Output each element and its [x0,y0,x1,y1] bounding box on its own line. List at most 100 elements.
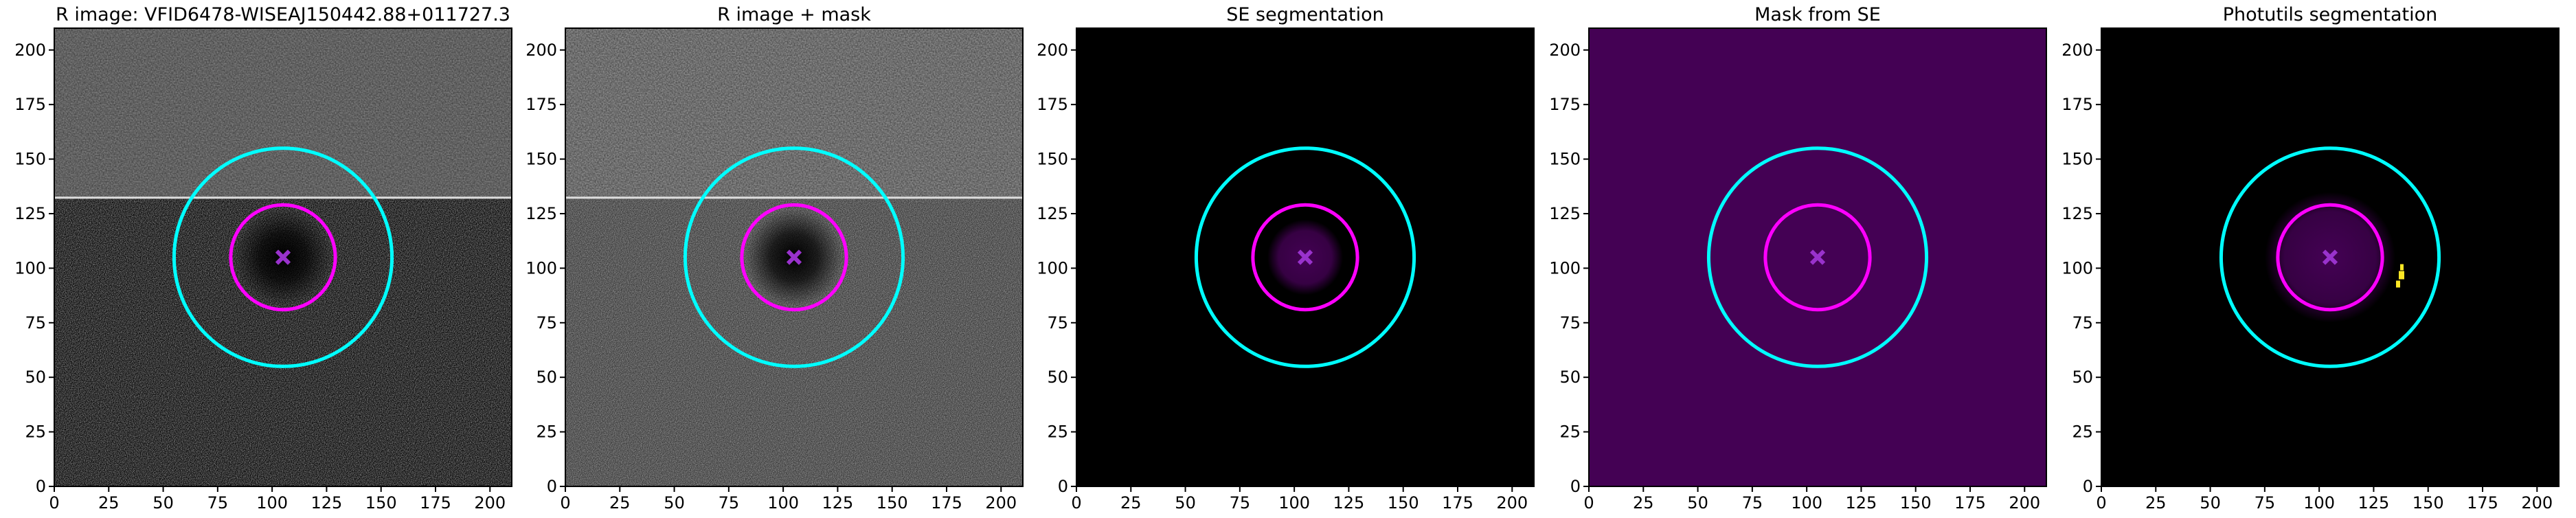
x-tick-label: 200 [985,493,1017,513]
y-tick-label: 175 [1037,95,1068,114]
panel: 0 25 50 75 100 125 150 175 200 0 25 50 75 100 125 150 17… [526,4,1024,513]
x-tick-label: 50 [1687,493,1708,513]
x-tick-label: 125 [1846,493,1877,513]
center-marker [275,249,291,265]
x-tick-label: 175 [420,493,451,513]
x-tick-label: 100 [767,493,799,513]
x-tick-label: 125 [2358,493,2390,513]
center-marker [1297,249,1313,265]
x-tick-label: 150 [2413,493,2444,513]
x-tick-label: 0 [2096,493,2106,513]
y-tick-label: 125 [14,204,46,223]
segment-spot [2396,280,2400,288]
aperture [1194,146,1416,368]
panel: 0 25 50 75 100 125 150 175 200 0 25 50 75 100 125 150 17… [14,4,512,513]
y-tick-label: 125 [2061,204,2093,223]
x-tick-label: 0 [1071,493,1081,513]
y-tick-label: 25 [2072,423,2093,442]
axes-frame [1588,27,2047,487]
y-tick-label: 100 [1549,258,1581,278]
segment-spot [2399,271,2404,280]
panel: 0 25 50 75 100 125 150 175 200 0 25 50 75 100 125 150 17… [2061,4,2560,513]
y-tick-label: 100 [14,258,46,278]
y-tick-label: 175 [14,95,46,114]
x-tick-label: 0 [1583,493,1594,513]
x-tick-label: 25 [98,493,120,513]
y-tick-label: 0 [1570,477,1581,496]
x-tick-label: 175 [1954,493,1986,513]
y-tick-label: 25 [25,423,46,442]
x-tick-label: 175 [931,493,962,513]
y-tick-label: 75 [1047,313,1068,333]
y-tick-label: 175 [526,95,557,114]
y-tick-label: 75 [2072,313,2093,333]
x-tick-label: 200 [1496,493,1528,513]
noise [54,28,512,198]
x-tick-label: 125 [311,493,343,513]
y-tick-label: 50 [1559,368,1581,387]
x-tick-label: 25 [1120,493,1142,513]
panel-title: SE segmentation [1226,4,1383,25]
x-tick-label: 200 [2521,493,2553,513]
y-tick-label: 125 [1037,204,1068,223]
x-tick-label: 25 [2145,493,2167,513]
y-tick-label: 100 [2061,258,2093,278]
x-tick-label: 75 [207,493,229,513]
y-tick-label: 50 [2072,368,2093,387]
x-tick-label: 75 [719,493,740,513]
x-tick-label: 150 [877,493,908,513]
y-tick-label: 200 [1037,41,1068,60]
x-tick-label: 25 [609,493,631,513]
y-tick-label: 200 [14,41,46,60]
x-tick-label: 100 [1791,493,1822,513]
y-tick-label: 100 [526,258,557,278]
x-tick-label: 75 [1742,493,1763,513]
y-tick-label: 25 [536,423,557,442]
y-tick-label: 150 [1037,150,1068,169]
panel-title: Mask from SE [1754,4,1881,25]
x-tick-label: 125 [1333,493,1365,513]
x-tick-label: 150 [1900,493,1932,513]
y-tick-label: 100 [1037,258,1068,278]
x-tick-label: 125 [822,493,854,513]
x-tick-label: 100 [2303,493,2335,513]
y-tick-label: 200 [1549,41,1581,60]
aperture [1706,146,1929,368]
y-tick-label: 200 [2061,41,2093,60]
axes-frame [1076,27,1535,487]
aperture [2276,203,2384,312]
y-tick-label: 125 [526,204,557,223]
aperture [229,203,337,312]
x-tick-label: 75 [2255,493,2276,513]
axes-frame [2101,27,2560,487]
segment-spot [2400,264,2404,271]
panel-title: R image + mask [717,4,871,25]
aperture [740,203,848,312]
x-tick-label: 75 [1230,493,1251,513]
aperture [683,146,905,368]
x-tick-label: 150 [365,493,397,513]
x-tick-label: 175 [2467,493,2498,513]
noise [565,28,1023,198]
x-tick-label: 200 [2009,493,2040,513]
y-tick-label: 50 [1047,368,1068,387]
y-tick-label: 25 [1559,423,1581,442]
x-tick-label: 150 [1388,493,1419,513]
aperture [172,146,394,368]
aperture [2219,146,2441,368]
center-marker [1809,249,1826,265]
y-tick-label: 150 [2061,150,2093,169]
y-tick-label: 175 [2061,95,2093,114]
panel-title: R image: VFID6478-WISEAJ150442.88+011727… [56,4,510,25]
x-tick-label: 50 [1175,493,1196,513]
panel-title: Photutils segmentation [2223,4,2438,25]
y-tick-label: 0 [2083,477,2093,496]
x-tick-label: 175 [1442,493,1473,513]
aperture [1251,203,1359,312]
y-tick-label: 125 [1549,204,1581,223]
x-tick-label: 200 [474,493,506,513]
y-tick-label: 0 [36,477,46,496]
y-tick-label: 150 [526,150,557,169]
image [54,28,512,486]
axes-frame [54,27,512,487]
